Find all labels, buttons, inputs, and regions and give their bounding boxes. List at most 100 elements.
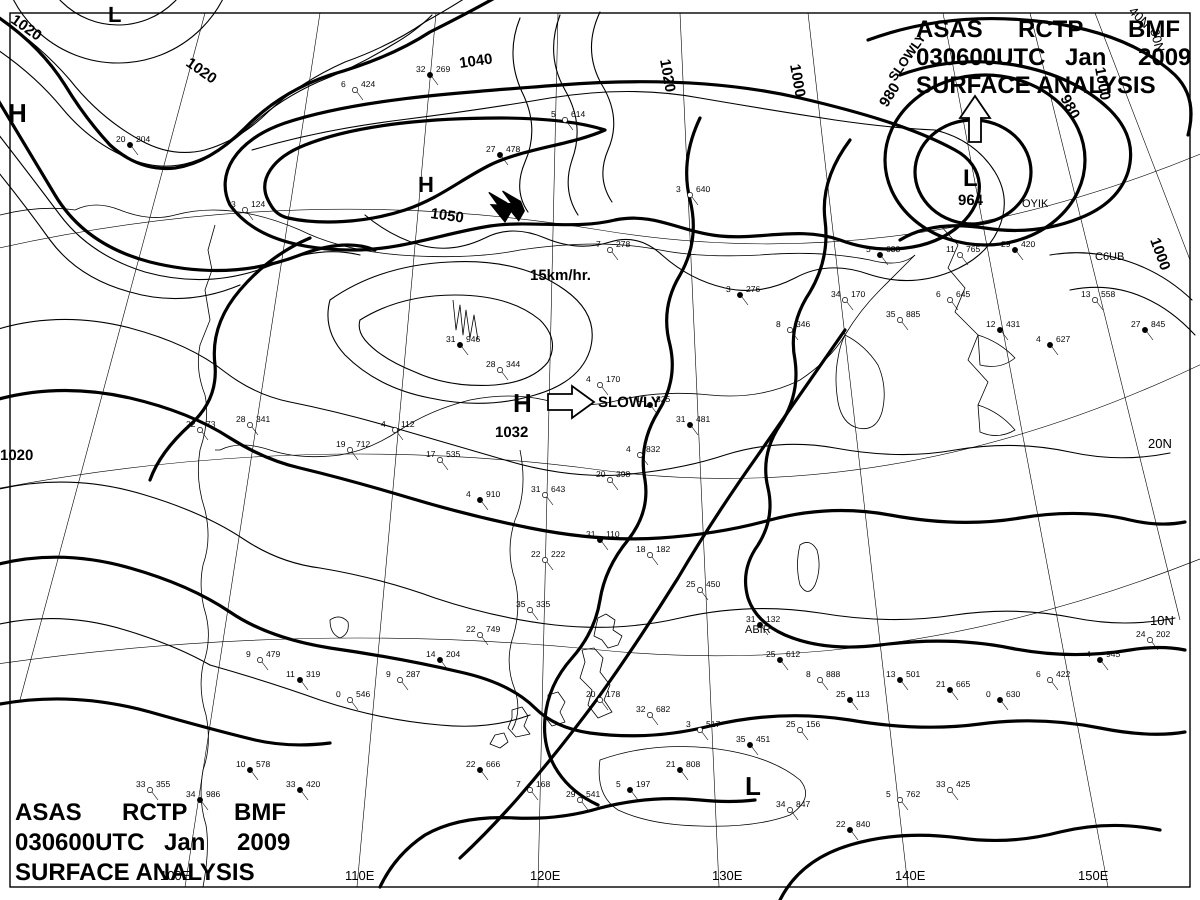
svg-text:4: 4	[626, 444, 631, 454]
svg-text:L: L	[963, 165, 978, 192]
svg-text:27: 27	[1131, 319, 1141, 329]
svg-text:832: 832	[646, 444, 660, 454]
svg-text:4: 4	[466, 489, 471, 499]
svg-text:986: 986	[206, 789, 220, 799]
svg-text:3: 3	[726, 284, 731, 294]
svg-text:22: 22	[186, 419, 196, 429]
svg-text:9: 9	[246, 649, 251, 659]
svg-text:H: H	[418, 172, 434, 197]
svg-text:6: 6	[341, 79, 346, 89]
svg-text:630: 630	[1006, 689, 1020, 699]
svg-text:535: 535	[446, 449, 460, 459]
svg-text:3: 3	[231, 199, 236, 209]
svg-text:RCTP: RCTP	[122, 799, 187, 826]
svg-text:SURFACE ANALYSIS: SURFACE ANALYSIS	[916, 72, 1156, 99]
svg-text:20: 20	[586, 689, 596, 699]
svg-text:910: 910	[486, 489, 500, 499]
svg-text:344: 344	[506, 359, 520, 369]
svg-text:8: 8	[806, 669, 811, 679]
svg-text:10: 10	[636, 394, 646, 404]
svg-text:808: 808	[686, 759, 700, 769]
svg-text:100E: 100E	[160, 868, 191, 883]
svg-text:112: 112	[401, 419, 415, 429]
svg-text:546: 546	[356, 689, 370, 699]
svg-text:C6UB: C6UB	[1095, 251, 1124, 263]
svg-text:10: 10	[236, 759, 246, 769]
svg-text:8: 8	[776, 319, 781, 329]
svg-text:22: 22	[466, 759, 476, 769]
svg-text:431: 431	[1006, 319, 1020, 329]
svg-text:120E: 120E	[530, 868, 561, 883]
svg-text:640: 640	[696, 184, 710, 194]
svg-text:34: 34	[831, 289, 841, 299]
svg-text:32: 32	[416, 64, 426, 74]
svg-text:888: 888	[826, 669, 840, 679]
svg-text:7: 7	[516, 779, 521, 789]
svg-text:150E: 150E	[1078, 868, 1109, 883]
svg-text:73: 73	[206, 419, 216, 429]
svg-text:20: 20	[116, 134, 126, 144]
svg-text:25: 25	[686, 579, 696, 589]
svg-text:21: 21	[936, 679, 946, 689]
svg-text:H: H	[8, 98, 27, 128]
svg-text:682: 682	[656, 704, 670, 714]
svg-text:885: 885	[906, 309, 920, 319]
svg-text:156: 156	[806, 719, 820, 729]
svg-text:25: 25	[836, 689, 846, 699]
svg-text:22: 22	[836, 819, 846, 829]
svg-text:479: 479	[266, 649, 280, 659]
svg-text:030600UTC: 030600UTC	[916, 44, 1045, 71]
svg-text:31: 31	[676, 414, 686, 424]
svg-text:666: 666	[486, 759, 500, 769]
svg-text:5: 5	[551, 109, 556, 119]
svg-text:276: 276	[746, 284, 760, 294]
svg-text:22: 22	[531, 549, 541, 559]
svg-text:11: 11	[286, 669, 295, 679]
svg-text:197: 197	[636, 779, 650, 789]
svg-text:178: 178	[606, 689, 620, 699]
svg-text:287: 287	[406, 669, 420, 679]
svg-text:645: 645	[956, 289, 970, 299]
svg-text:21: 21	[666, 759, 676, 769]
svg-text:765: 765	[966, 244, 980, 254]
svg-text:501: 501	[906, 669, 920, 679]
svg-text:110E: 110E	[345, 868, 375, 883]
svg-text:4: 4	[1036, 334, 1041, 344]
svg-text:20: 20	[596, 469, 606, 479]
svg-text:420: 420	[306, 779, 320, 789]
svg-text:451: 451	[756, 734, 770, 744]
svg-text:612: 612	[786, 649, 800, 659]
svg-text:29: 29	[566, 789, 576, 799]
svg-text:204: 204	[136, 134, 150, 144]
svg-text:34: 34	[776, 799, 786, 809]
svg-text:13: 13	[1081, 289, 1091, 299]
svg-text:222: 222	[551, 549, 565, 559]
svg-text:L: L	[745, 771, 761, 801]
svg-text:964: 964	[958, 192, 984, 209]
svg-text:35: 35	[516, 599, 526, 609]
svg-text:Jan: Jan	[164, 829, 205, 856]
svg-text:18: 18	[636, 544, 646, 554]
svg-text:3: 3	[676, 184, 681, 194]
svg-text:825: 825	[656, 394, 670, 404]
svg-text:33: 33	[936, 779, 946, 789]
svg-text:6: 6	[936, 289, 941, 299]
svg-text:517: 517	[706, 719, 720, 729]
svg-text:450: 450	[706, 579, 720, 589]
svg-text:12: 12	[986, 319, 996, 329]
svg-text:170: 170	[851, 289, 865, 299]
svg-text:140E: 140E	[895, 868, 926, 883]
svg-text:1020: 1020	[0, 447, 33, 464]
svg-text:4: 4	[586, 374, 591, 384]
svg-text:BMF: BMF	[234, 799, 286, 826]
svg-text:34: 34	[186, 789, 196, 799]
svg-text:945: 945	[1106, 649, 1120, 659]
svg-text:712: 712	[356, 439, 370, 449]
svg-text:749: 749	[486, 624, 500, 634]
svg-text:11: 11	[946, 244, 955, 254]
svg-text:030600UTC: 030600UTC	[15, 829, 144, 856]
svg-text:665: 665	[956, 679, 970, 689]
svg-text:OYIK: OYIK	[1022, 198, 1049, 210]
svg-text:541: 541	[586, 789, 600, 799]
svg-text:22: 22	[466, 624, 476, 634]
